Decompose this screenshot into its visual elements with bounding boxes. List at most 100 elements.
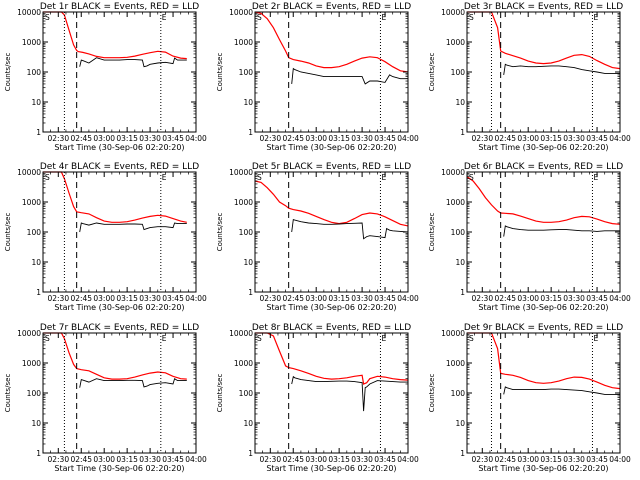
y-tick-label: 100 xyxy=(239,389,254,398)
start-glyph: S xyxy=(469,334,474,343)
events-series-line xyxy=(291,375,408,412)
x-tick-label: 02:30 xyxy=(259,294,281,303)
y-tick-label: 10000 xyxy=(229,8,253,17)
plot-title: Det 9r BLACK = Events, RED = LLD xyxy=(464,323,623,333)
x-tick-label: 03:00 xyxy=(305,294,327,303)
y-axis-label: Counts/sec xyxy=(216,53,224,92)
y-tick-label: 10 xyxy=(31,419,41,428)
plot-frame xyxy=(254,11,409,133)
events-series-line xyxy=(291,219,409,240)
y-axis-label: Counts/sec xyxy=(428,213,436,252)
y-axis-label: Counts/sec xyxy=(4,53,12,92)
y-axis-label: Counts/sec xyxy=(216,374,224,413)
x-tick-label: 02:30 xyxy=(259,455,281,464)
x-tick-label: 03:15 xyxy=(328,455,350,464)
x-tick-label: 03:45 xyxy=(162,294,184,303)
x-tick-label: 02:30 xyxy=(259,134,281,143)
x-tick-label: 03:00 xyxy=(305,134,327,143)
y-axis-label: Counts/sec xyxy=(216,213,224,252)
x-tick-label: 03:15 xyxy=(540,294,562,303)
x-tick-label: 02:30 xyxy=(47,455,69,464)
y-tick-label: 100 xyxy=(451,68,466,77)
y-tick-label: 10000 xyxy=(229,168,253,177)
plot-frame xyxy=(254,171,409,293)
y-tick-label: 100 xyxy=(239,228,254,237)
x-tick-label: 03:00 xyxy=(93,134,115,143)
start-glyph: S xyxy=(257,334,262,343)
x-axis-label: Start Time (30-Sep-06 02:20:20) xyxy=(266,464,396,473)
y-tick-label: 10000 xyxy=(441,168,465,177)
plot-title: Det 1r BLACK = Events, RED = LLD xyxy=(40,2,199,12)
y-tick-label: 10000 xyxy=(229,329,253,338)
x-tick-label: 02:30 xyxy=(471,134,493,143)
y-tick-label: 1000 xyxy=(234,359,253,368)
x-tick-label: 04:00 xyxy=(185,134,207,143)
x-tick-label: 02:30 xyxy=(47,134,69,143)
plot-title: Det 8r BLACK = Events, RED = LLD xyxy=(252,323,411,333)
y-tick-label: 1000 xyxy=(234,198,253,207)
y-tick-label: 1 xyxy=(36,288,41,297)
events-series-line xyxy=(79,222,187,233)
x-tick-label: 02:45 xyxy=(70,134,92,143)
x-tick-label: 03:45 xyxy=(586,455,608,464)
end-glyph: E xyxy=(381,334,386,343)
x-tick-label: 03:30 xyxy=(351,134,373,143)
end-glyph: E xyxy=(381,173,386,182)
events-series-line xyxy=(79,57,187,68)
y-tick-label: 1 xyxy=(460,449,465,458)
y-tick-label: 100 xyxy=(27,228,42,237)
x-axis-label: Start Time (30-Sep-06 02:20:20) xyxy=(266,143,396,152)
x-tick-label: 03:30 xyxy=(351,455,373,464)
end-glyph: E xyxy=(162,13,167,22)
start-glyph: S xyxy=(257,173,262,182)
x-tick-label: 02:45 xyxy=(282,294,304,303)
x-tick-label: 03:00 xyxy=(517,294,539,303)
end-glyph: E xyxy=(593,173,598,182)
y-tick-label: 1000 xyxy=(22,359,41,368)
events-series-line xyxy=(503,225,620,237)
x-tick-label: 02:45 xyxy=(70,294,92,303)
y-tick-label: 1 xyxy=(248,449,253,458)
y-tick-label: 100 xyxy=(451,389,466,398)
x-tick-label: 03:45 xyxy=(374,455,396,464)
x-tick-label: 03:45 xyxy=(586,134,608,143)
y-tick-label: 10000 xyxy=(17,8,41,17)
lld-series-line xyxy=(254,11,409,73)
x-axis-label: Start Time (30-Sep-06 02:20:20) xyxy=(266,303,396,312)
x-axis-label: Start Time (30-Sep-06 02:20:20) xyxy=(478,464,608,473)
x-tick-label: 03:15 xyxy=(116,455,138,464)
y-tick-label: 10 xyxy=(243,258,253,267)
x-tick-label: 03:00 xyxy=(93,455,115,464)
x-tick-label: 04:00 xyxy=(609,455,631,464)
y-tick-label: 1 xyxy=(248,128,253,137)
plot-frame xyxy=(466,171,621,293)
x-tick-label: 02:30 xyxy=(471,294,493,303)
y-tick-label: 100 xyxy=(27,68,42,77)
x-tick-label: 03:30 xyxy=(563,455,585,464)
y-tick-label: 10 xyxy=(243,98,253,107)
x-axis-label: Start Time (30-Sep-06 02:20:20) xyxy=(54,303,184,312)
x-tick-label: 02:45 xyxy=(282,134,304,143)
x-tick-label: 03:00 xyxy=(93,294,115,303)
x-axis-label: Start Time (30-Sep-06 02:20:20) xyxy=(478,303,608,312)
events-series-line xyxy=(291,67,408,85)
y-tick-label: 1 xyxy=(460,128,465,137)
x-tick-label: 04:00 xyxy=(185,294,207,303)
x-tick-label: 03:30 xyxy=(139,294,161,303)
x-tick-label: 02:45 xyxy=(70,455,92,464)
x-tick-label: 03:00 xyxy=(517,455,539,464)
x-tick-label: 03:30 xyxy=(139,134,161,143)
events-series-line xyxy=(503,386,620,395)
plot-frame xyxy=(42,171,197,293)
y-tick-label: 1000 xyxy=(446,198,465,207)
lld-series-line xyxy=(43,11,187,60)
x-tick-label: 02:45 xyxy=(494,134,516,143)
y-tick-label: 10 xyxy=(31,258,41,267)
